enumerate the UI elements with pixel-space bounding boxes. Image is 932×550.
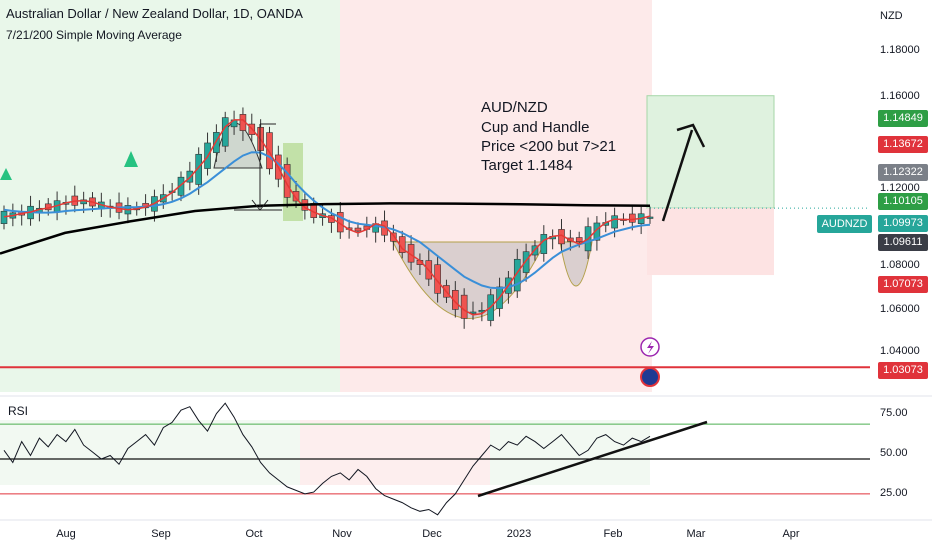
candle [213, 124, 220, 162]
x-tick-label: Nov [332, 528, 352, 540]
candle-body [646, 216, 654, 219]
candles [0, 107, 654, 329]
price-badge: 1.14849 [878, 110, 928, 127]
candle-body [283, 164, 291, 198]
chart-title: Australian Dollar / New Zealand Dollar, … [6, 6, 303, 21]
x-tick-label: Feb [603, 528, 623, 540]
price-badge: 1.09973 [878, 215, 928, 232]
price-badge: 1.13672 [878, 136, 928, 153]
indicator-legend: 7/21/200 Simple Moving Average [6, 28, 182, 42]
target-box [646, 95, 775, 209]
signal-triangle [0, 168, 12, 180]
currency-label: NZD [880, 10, 903, 22]
candle [0, 205, 8, 230]
candle [221, 111, 229, 152]
candle-body [611, 215, 618, 229]
price-badge: 1.10105 [878, 193, 928, 210]
note-line-3: Price <200 but 7>21 [481, 138, 617, 155]
candle-body [177, 176, 185, 196]
y-tick-label: 1.06000 [880, 303, 920, 315]
y-tick-label: 1.04000 [880, 345, 920, 357]
candle [646, 206, 654, 224]
x-tick-label: 2023 [506, 528, 532, 540]
candle-body [0, 210, 8, 224]
candle-body [434, 264, 441, 294]
price-badge: 1.09611 [878, 234, 928, 251]
bear-zone-top [340, 0, 652, 392]
measure-arrowhead [251, 199, 269, 211]
x-tick-label: Sep [151, 528, 171, 540]
y-tick-label: 1.12000 [880, 182, 920, 194]
price-badge: 1.07073 [878, 276, 928, 293]
measure-box [283, 143, 303, 221]
candle [354, 222, 362, 237]
price-badge: 1.12322 [878, 164, 928, 181]
candle-body [513, 258, 521, 292]
candle-body [629, 213, 636, 223]
rsi-label: RSI [8, 404, 29, 418]
symbol-badge[interactable]: AUDNZD [817, 215, 872, 233]
rsi-line [3, 402, 651, 516]
rsi-tick-label: 75.00 [880, 407, 908, 419]
candle [522, 243, 530, 282]
candle-body [266, 132, 273, 170]
signal-triangle [124, 151, 138, 167]
x-tick-label: Dec [422, 528, 442, 540]
x-tick-label: Mar [686, 528, 706, 540]
sma7-line [3, 119, 651, 316]
target-arrowhead [676, 123, 706, 148]
note-line-2: Cup and Handle [481, 119, 590, 136]
price-badge: 1.03073 [878, 362, 928, 379]
candle-body [195, 153, 202, 185]
candle [452, 281, 459, 318]
candle [177, 171, 185, 202]
rsi-bear-zone [300, 420, 490, 485]
stop-box [647, 208, 774, 276]
candle-body [390, 232, 397, 242]
y-tick-label: 1.16000 [880, 90, 920, 102]
y-tick-label: 1.18000 [880, 44, 920, 56]
y-tick-label: 1.08000 [880, 259, 920, 271]
candle-body [460, 294, 468, 319]
x-tick-label: Apr [782, 528, 800, 540]
lightning-glyph [647, 341, 654, 354]
australia-flag-icon [640, 367, 660, 387]
candle-body [354, 227, 362, 232]
candle [434, 256, 441, 303]
candle-body [452, 290, 459, 310]
x-tick-label: Aug [56, 528, 76, 540]
candle [283, 157, 291, 208]
note-line-1: AUD/NZD [481, 99, 548, 116]
rsi-tick-label: 50.00 [880, 447, 908, 459]
candle-body [522, 251, 530, 273]
candle-body [292, 191, 300, 202]
rsi-tick-label: 25.00 [880, 487, 908, 499]
candle [292, 181, 300, 208]
candle-body [213, 132, 220, 153]
note-line-4: Target 1.1484 [481, 157, 573, 174]
target-arrow [661, 129, 694, 222]
candle-body [221, 117, 229, 147]
x-tick-label: Oct [245, 528, 263, 540]
sma200-line [0, 202, 651, 255]
rsi-trendline [477, 420, 708, 498]
candle [266, 126, 273, 175]
candle-body [540, 234, 548, 254]
candle-body [575, 237, 583, 243]
